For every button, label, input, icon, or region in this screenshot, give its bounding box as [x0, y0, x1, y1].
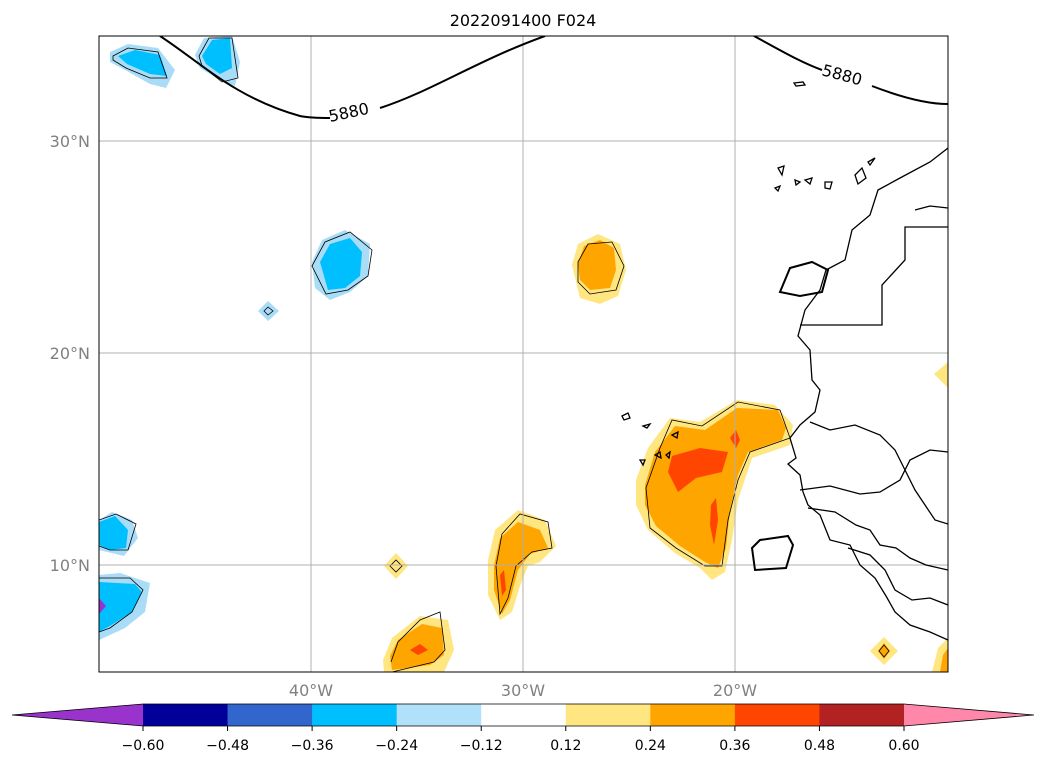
colorbar-segment — [396, 704, 482, 726]
colorbar-tick-label: 0.12 — [550, 738, 581, 754]
lat-label-10n: 10°N — [50, 556, 90, 575]
cape-verde — [621, 412, 679, 467]
blue-patch-small — [258, 301, 279, 321]
blue-core-sw — [99, 582, 142, 632]
colorbar-tick-label: −0.60 — [122, 738, 165, 754]
map-area: 5880 5880 — [99, 36, 948, 672]
map-title: 2022091400 F024 — [450, 11, 597, 30]
colorbar-segment — [143, 704, 229, 726]
colorbar-segment — [565, 704, 651, 726]
orange-core-s — [494, 522, 548, 614]
border-2 — [914, 205, 948, 211]
africa-coastline — [786, 147, 948, 641]
thick-contours — [750, 260, 830, 572]
blue-core-n — [202, 38, 232, 74]
gridlines — [99, 36, 948, 672]
canary-islands — [773, 157, 876, 193]
colorbar-segment — [819, 704, 905, 726]
red-core-s — [500, 570, 506, 596]
purple-core-sw — [99, 598, 106, 614]
yellow-edge-e — [934, 362, 948, 388]
colorbar-tick-label: 0.48 — [804, 738, 835, 754]
negative-anomaly-shading — [99, 36, 370, 640]
colorbar-tick-label: 0.36 — [719, 738, 750, 754]
contour-loop-ne — [778, 260, 830, 298]
orange-core-n — [578, 240, 616, 290]
orange-core-e — [645, 408, 786, 568]
orange-dot-se — [878, 643, 890, 659]
lon-label-20w: 20°W — [713, 681, 757, 700]
colorbar-segment — [481, 704, 567, 726]
colorbar-ticks: −0.60 −0.48 −0.36 −0.24 −0.12 0.12 0.24 0.36 0.4… — [122, 726, 920, 754]
blue-core-center — [320, 238, 362, 290]
red-core-sw2 — [410, 644, 428, 655]
map-frame — [98, 35, 949, 673]
blue-core-w10 — [99, 516, 128, 550]
anomaly-contours — [99, 37, 890, 672]
border-3 — [809, 421, 948, 525]
colorbar-tick-label: −0.48 — [206, 738, 249, 754]
longitude-labels: 40°W 30°W 20°W — [289, 681, 757, 700]
lon-label-30w: 30°W — [501, 681, 545, 700]
contour-loop-se — [750, 534, 795, 572]
red-core-e — [668, 448, 728, 492]
colorbar-segment — [734, 704, 820, 726]
colorbar-segment — [650, 704, 736, 726]
colorbar-tick-label: −0.36 — [291, 738, 334, 754]
lat-label-20n: 20°N — [50, 344, 90, 363]
orange-corner-se — [940, 648, 948, 672]
latitude-labels: 30°N 20°N 10°N — [50, 132, 90, 575]
geopotential-5880-contour — [159, 36, 948, 119]
colorbar-tick-label: 0.24 — [635, 738, 666, 754]
colorbar-extend-max — [904, 704, 1034, 726]
colorbar-extend-min — [12, 704, 143, 726]
border-4 — [799, 449, 948, 495]
lat-label-30n: 30°N — [50, 132, 90, 151]
positive-anomaly-shading — [383, 234, 948, 672]
colorbar-tick-label: 0.60 — [888, 738, 919, 754]
border-1 — [800, 226, 948, 326]
red-core-e2 — [710, 498, 718, 545]
colorbar-tick-label: −0.24 — [375, 738, 418, 754]
coastline — [621, 81, 948, 641]
yellow-dot-w — [384, 553, 408, 579]
border-5 — [807, 507, 948, 571]
colorbar — [11, 703, 1035, 727]
blue-core-nw — [118, 50, 167, 76]
madeira — [792, 81, 807, 87]
colorbar-tick-label: −0.12 — [460, 738, 503, 754]
colorbar-segment — [227, 704, 313, 726]
border-6 — [847, 547, 948, 606]
lon-label-40w: 40°W — [289, 681, 333, 700]
colorbar-segment — [312, 704, 398, 726]
